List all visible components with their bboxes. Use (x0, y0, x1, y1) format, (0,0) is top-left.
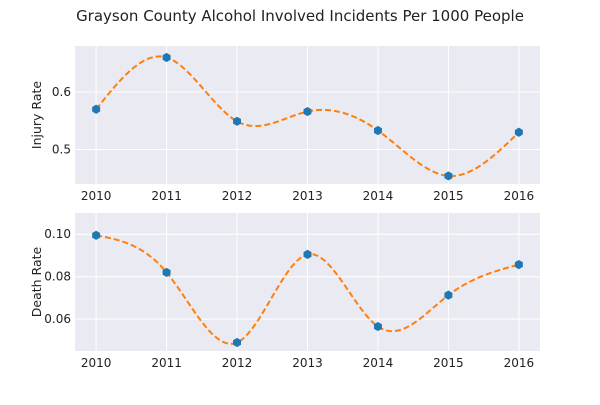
data-point (162, 52, 171, 63)
x-tick-label: 2016 (504, 189, 535, 203)
y-tick-label: 0.10 (44, 227, 71, 241)
x-tick-label: 2011 (151, 356, 182, 370)
chart-panel-2: 2010 2011 2012 2013 2014 2015 2016 0.06 0.08 0.10… (29, 213, 540, 370)
data-point (233, 337, 242, 348)
data-point (373, 125, 382, 136)
data-point (92, 104, 101, 114)
data-point (303, 106, 312, 117)
data-point (303, 249, 312, 259)
x-tick-label: 2011 (151, 189, 182, 203)
data-point (514, 259, 523, 270)
x-tick-label: 2015 (433, 356, 464, 370)
data-point (444, 171, 453, 181)
chart-title: Grayson County Alcohol Involved Incident… (76, 7, 524, 25)
chart-panel-1: 2010 2011 2012 2013 2014 2015 2016 0.5 0.6 Injury… (29, 46, 540, 203)
y-axis-label: Injury Rate (29, 81, 44, 149)
x-tick-label: 2012 (222, 189, 253, 203)
x-tick-label: 2010 (81, 189, 112, 203)
x-tick-label: 2016 (504, 356, 535, 370)
x-tick-label: 2014 (363, 356, 394, 370)
x-tick-label: 2010 (81, 356, 112, 370)
x-tick-label: 2012 (222, 356, 253, 370)
data-point (373, 321, 382, 332)
data-point (162, 267, 171, 278)
x-tick-label: 2015 (433, 189, 464, 203)
y-tick-label: 0.06 (44, 312, 71, 326)
y-tick-label: 0.08 (44, 270, 71, 284)
data-point (92, 230, 101, 240)
y-tick-label: 0.6 (52, 85, 71, 99)
y-tick-label: 0.5 (52, 143, 71, 157)
x-tick-label: 2013 (292, 189, 323, 203)
data-point (514, 127, 523, 137)
x-tick-label: 2014 (363, 189, 394, 203)
y-axis-label: Death Rate (29, 246, 44, 317)
x-tick-label: 2013 (292, 356, 323, 370)
data-point (233, 116, 242, 126)
data-point (444, 290, 453, 300)
